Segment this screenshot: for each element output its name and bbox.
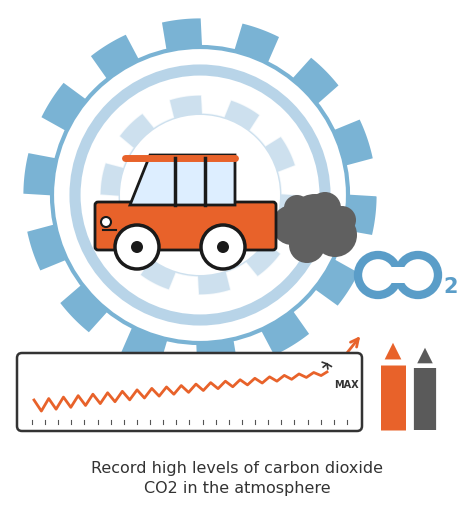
Circle shape bbox=[272, 205, 312, 245]
Circle shape bbox=[201, 225, 245, 269]
Circle shape bbox=[217, 241, 229, 253]
Circle shape bbox=[101, 217, 111, 227]
Circle shape bbox=[289, 227, 325, 263]
Circle shape bbox=[120, 115, 280, 275]
Circle shape bbox=[75, 70, 325, 320]
FancyBboxPatch shape bbox=[17, 353, 362, 431]
Polygon shape bbox=[22, 17, 378, 373]
Circle shape bbox=[313, 213, 357, 257]
Polygon shape bbox=[100, 95, 300, 295]
Circle shape bbox=[287, 194, 343, 250]
Circle shape bbox=[131, 241, 143, 253]
Circle shape bbox=[115, 225, 159, 269]
Circle shape bbox=[284, 195, 310, 221]
Circle shape bbox=[328, 206, 356, 234]
Circle shape bbox=[52, 47, 348, 343]
Text: CO2 in the atmosphere: CO2 in the atmosphere bbox=[144, 481, 330, 495]
Polygon shape bbox=[390, 267, 406, 283]
Polygon shape bbox=[130, 155, 235, 205]
FancyBboxPatch shape bbox=[95, 202, 276, 250]
Text: 2: 2 bbox=[443, 277, 457, 297]
Text: Record high levels of carbon dioxide: Record high levels of carbon dioxide bbox=[91, 460, 383, 475]
Circle shape bbox=[309, 192, 341, 224]
Text: MAX: MAX bbox=[334, 380, 359, 390]
